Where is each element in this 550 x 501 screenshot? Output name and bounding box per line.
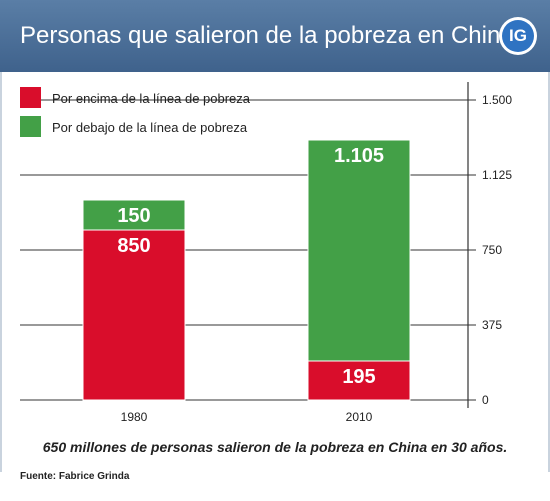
ig-logo-text: IG: [502, 20, 534, 52]
legend-swatch: [20, 87, 41, 108]
legend-swatch: [20, 116, 41, 137]
bar-segment: [82, 229, 186, 401]
x-tick-label: 1980: [121, 410, 148, 424]
bar-segment: [307, 139, 411, 362]
y-tick-label: 375: [482, 318, 502, 332]
legend: Por encima de la línea de pobreza Por deb…: [20, 87, 251, 137]
bar-segment: [307, 360, 411, 401]
bar-value-label: 850: [117, 235, 150, 257]
chart-title: Personas que salieron de la pobreza en C…: [20, 22, 514, 49]
chart-header: Personas que salieron de la pobreza en C…: [0, 0, 550, 72]
bars: 850 150 1980 195 1.105 2010: [82, 139, 411, 424]
bar-segment: [82, 199, 186, 231]
bar-value-label: 195: [342, 366, 375, 388]
legend-label: Por debajo de la línea de pobreza: [52, 120, 248, 135]
y-tick-label: 1.125: [482, 168, 512, 182]
source-note: Fuente: Fabrice Grinda: [20, 471, 130, 482]
y-axis: 0 375 750 1.125 1.500: [467, 82, 512, 408]
y-tick-label: 1.500: [482, 93, 512, 107]
chart-area: [0, 72, 550, 472]
x-tick-label: 2010: [346, 410, 373, 424]
y-tick-label: 0: [482, 393, 489, 407]
legend-label: Por encima de la línea de pobreza: [52, 91, 251, 106]
ig-logo: IG: [499, 17, 537, 55]
bar-value-label: 1.105: [334, 145, 384, 167]
y-tick-label: 750: [482, 243, 502, 257]
bar-value-label: 150: [117, 205, 150, 227]
chart-caption: 650 millones de personas salieron de la …: [42, 439, 508, 455]
